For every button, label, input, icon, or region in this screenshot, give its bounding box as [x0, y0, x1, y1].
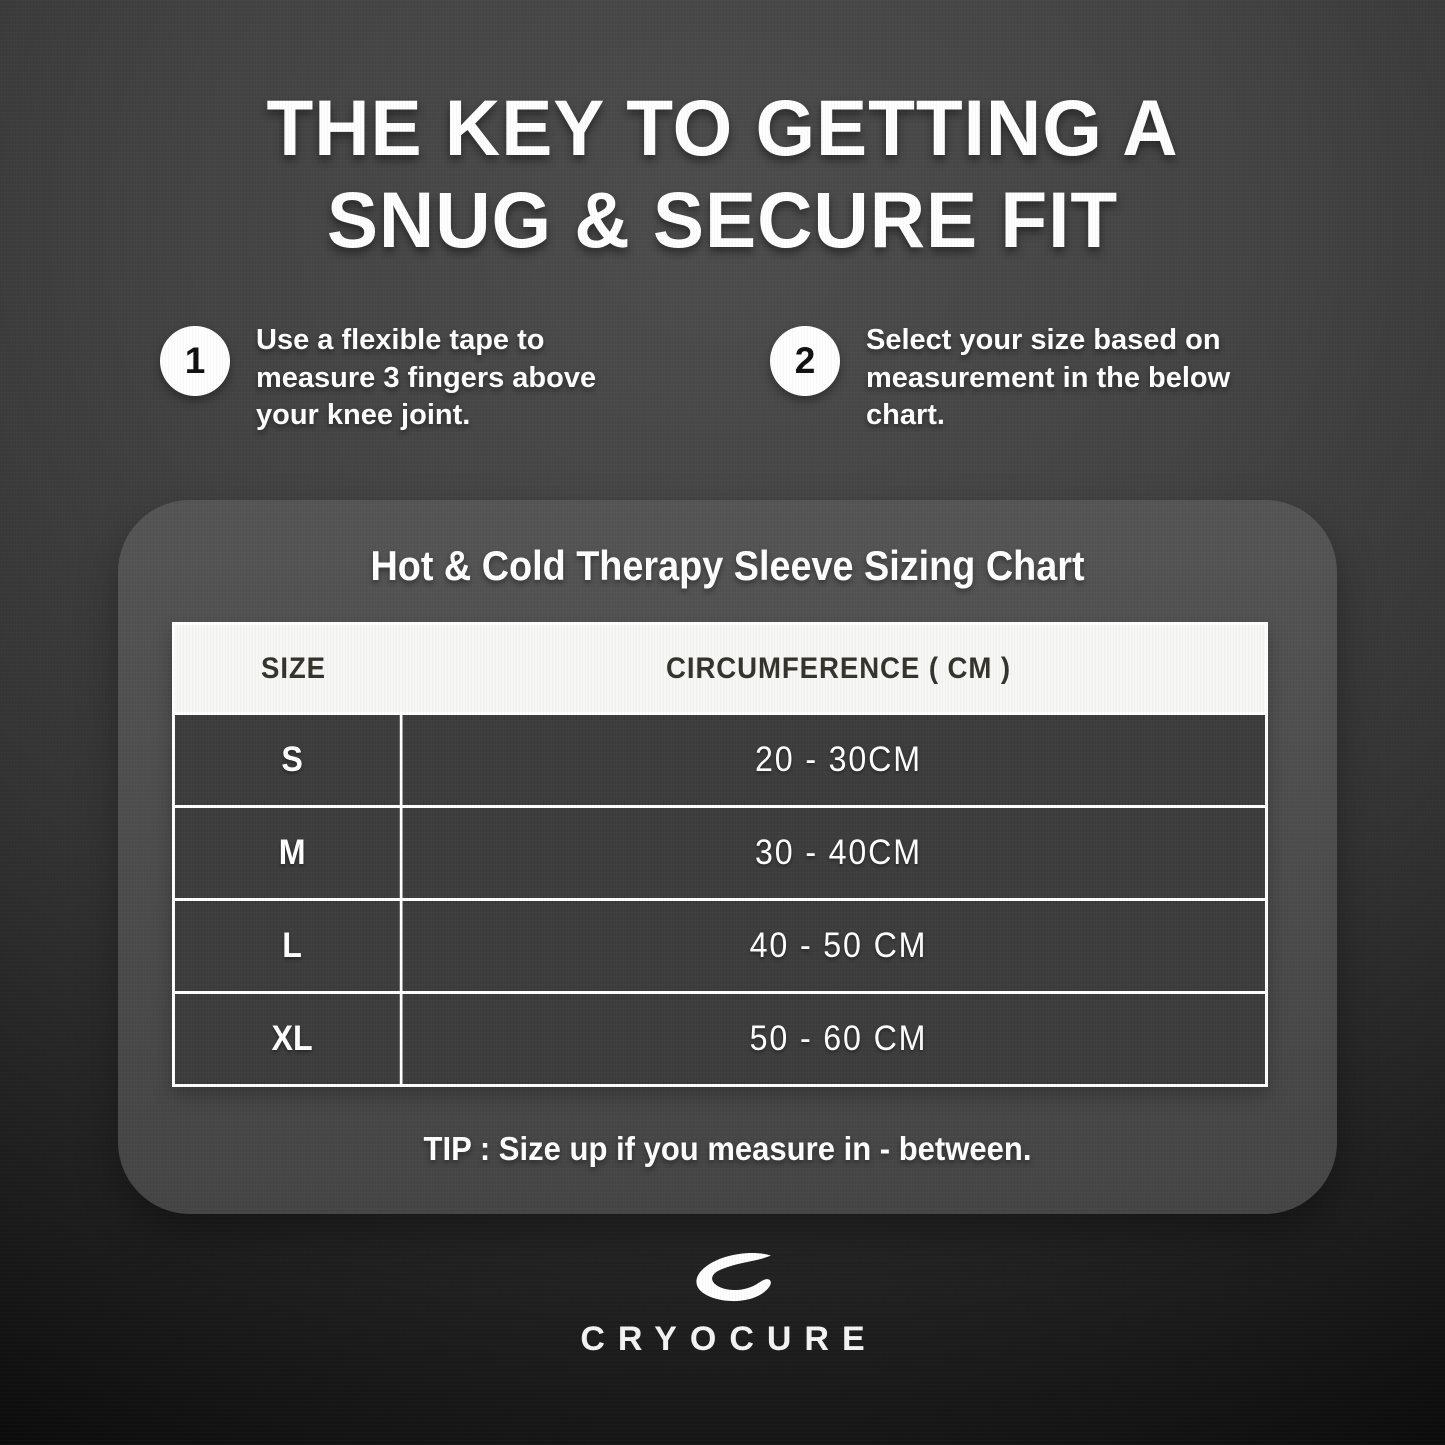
- size-cell: S: [184, 715, 403, 805]
- sizing-table: SIZE CIRCUMFERENCE ( CM ) S 20 - 30CM M …: [172, 622, 1268, 1087]
- step-1-text-line: your knee joint.: [256, 399, 471, 432]
- step-1-text: Use a flexible tape to measure 3 fingers…: [256, 322, 596, 435]
- circumference-cell: 40 - 50 CM: [749, 926, 928, 965]
- step-1: 1 Use a flexible tape to measure 3 finge…: [160, 322, 680, 435]
- page-title: THE KEY TO GETTING A SNUG & SECURE FIT: [22, 82, 1424, 267]
- table-row: M 30 - 40CM: [175, 805, 1265, 898]
- column-header-size: SIZE: [260, 651, 327, 685]
- brand-wordmark: CRYOCURE: [580, 1320, 878, 1358]
- step-1-number-badge: 1: [160, 326, 230, 396]
- sizing-chart-panel: Hot & Cold Therapy Sleeve Sizing Chart S…: [118, 500, 1337, 1214]
- sizing-chart-title: Hot & Cold Therapy Sleeve Sizing Chart: [370, 542, 1085, 589]
- table-header-row: SIZE CIRCUMFERENCE ( CM ): [175, 625, 1265, 712]
- step-1-text-line: measure 3 fingers above: [256, 361, 597, 394]
- step-2-number-badge: 2: [770, 326, 840, 396]
- step-2-text: Select your size based on measurement in…: [866, 322, 1230, 435]
- table-row: S 20 - 30CM: [175, 712, 1265, 805]
- page-title-line-2: SNUG & SECURE FIT: [326, 175, 1119, 265]
- size-cell: XL: [184, 994, 403, 1084]
- cryocure-swoosh-icon: [688, 1248, 776, 1310]
- circumference-cell: 50 - 60 CM: [749, 1019, 928, 1058]
- page-title-line-1: THE KEY TO GETTING A: [266, 83, 1179, 172]
- sizing-tip: TIP : Size up if you measure in - betwee…: [423, 1130, 1032, 1167]
- step-2-text-line: measurement in the below: [866, 361, 1231, 394]
- table-row: L 40 - 50 CM: [175, 898, 1265, 991]
- table-row: XL 50 - 60 CM: [175, 991, 1265, 1084]
- column-header-circumference: CIRCUMFERENCE ( CM ): [666, 651, 1011, 685]
- step-1-number: 1: [184, 340, 206, 381]
- circumference-cell: 20 - 30CM: [755, 740, 922, 779]
- size-cell: L: [184, 901, 403, 991]
- step-2-text-line: chart.: [866, 399, 945, 432]
- circumference-cell: 30 - 40CM: [755, 833, 922, 872]
- step-2-number: 2: [794, 340, 816, 381]
- size-cell: M: [184, 808, 403, 898]
- step-2: 2 Select your size based on measurement …: [770, 322, 1290, 435]
- step-2-text-line: Select your size based on: [866, 324, 1221, 356]
- step-1-text-line: Use a flexible tape to: [256, 324, 545, 356]
